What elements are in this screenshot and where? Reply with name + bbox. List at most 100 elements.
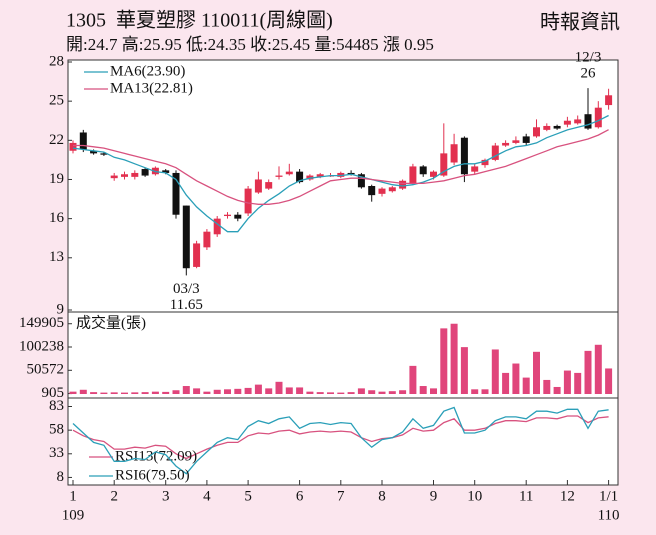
candle-body [460,137,468,175]
volume-bar [244,387,252,394]
candle-body [512,140,520,143]
title: 1305 華夏塑膠 110011(周線圖) [66,9,333,32]
legend-entry: RSI13(72.09) [115,448,197,464]
candle-body [409,166,417,184]
x-sub-label: 110 [598,507,620,523]
volume-bar [409,365,417,394]
volume-bar [471,389,479,394]
volume-bar [131,392,139,394]
volume-bar [224,389,231,394]
candle-body [172,172,180,215]
candle-body [502,142,510,146]
volume-bar [337,392,345,394]
candle-body [285,171,293,175]
candle-body [337,172,345,177]
volume-bar [419,386,427,394]
candle-body [419,166,427,175]
y-tick-label: 22 [49,132,64,148]
plot-area [67,59,619,486]
candle-body [100,153,108,155]
candle-body [193,243,201,267]
x-sub-label: 109 [62,507,85,523]
candle-body [141,169,149,176]
volume-bar [285,387,293,394]
candle-body [203,231,211,248]
legend-entry: MA6(23.90) [110,63,185,79]
volume-bar [430,388,437,394]
candle-body [553,125,561,129]
candle-body [182,205,190,269]
volume-bar [265,388,273,394]
candle-body [296,171,304,183]
candle-body [347,172,355,175]
candle-body [491,145,499,160]
volume-bar [327,392,334,394]
volume-bar [234,388,242,394]
candle-body [378,188,386,194]
candle-body [388,187,396,192]
volume-bar [450,323,458,394]
y-tick-label: 16 [49,210,65,226]
annotation-date: 12/3 [575,50,602,66]
volume-bar [254,384,262,394]
candle-body [563,120,571,125]
candle-body [543,125,551,130]
x-tick-label: 12 [560,488,575,504]
volume-bar [203,391,211,394]
y-tick-label: 100238 [19,338,64,354]
candle-body [234,214,242,219]
volume-bar [182,386,190,394]
x-tick-label: 5 [244,488,252,504]
volume-bar [491,349,499,394]
y-tick-label: 83 [49,398,64,414]
candle-body [533,127,540,137]
rsi-line [72,406,609,475]
volume-bar [605,368,613,394]
volume-bar [388,391,396,394]
volume-bar [522,377,530,394]
volume-bar [553,386,561,394]
y-tick-label: 28 [49,53,64,69]
candle-body [306,175,314,180]
x-tick-label: 6 [296,488,304,504]
annotation-date: 03/3 [173,281,200,297]
y-tick-label: 19 [49,171,64,187]
candle-body [399,180,407,189]
candle-body [275,175,283,177]
volume-bar [502,372,510,394]
x-tick-label: 8 [378,488,386,504]
volume-bar [275,381,283,394]
volume-bar [357,388,365,394]
legend-entry: RSI6(79.50) [115,467,190,483]
y-tick-label: 149905 [19,315,64,331]
candle-body [121,174,128,177]
volume-bar [172,390,180,394]
candle-body [90,150,98,154]
candle-body [224,214,231,217]
candle-body [131,172,139,177]
annotation-value: 26 [581,66,597,82]
candle-body [471,166,479,172]
y-tick-label: 58 [49,422,64,438]
volume-bar [69,391,77,394]
y-tick-label: 905 [42,385,65,401]
y-tick-label: 50572 [27,362,65,378]
rsi-line [72,415,609,460]
volume-bar [347,392,355,394]
legend-entry: MA13(22.81) [110,80,193,96]
volume-bar [584,350,592,394]
candle-body [110,175,118,179]
y-tick-label: 9 [57,301,65,317]
quote: 開:24.7 高:25.95 低:24.35 收:25.45 量:54485 漲… [66,35,434,54]
volume-bar [90,392,98,394]
volume-bar [100,392,108,394]
candle-body [481,159,489,166]
candle-body [357,174,365,188]
volume-bar [306,391,314,394]
candle-body [574,119,582,124]
volume-bar [533,351,540,394]
volume-bar [399,390,407,394]
volume-bar [141,392,149,394]
candle-body [605,95,613,106]
volume-bar [121,392,128,394]
